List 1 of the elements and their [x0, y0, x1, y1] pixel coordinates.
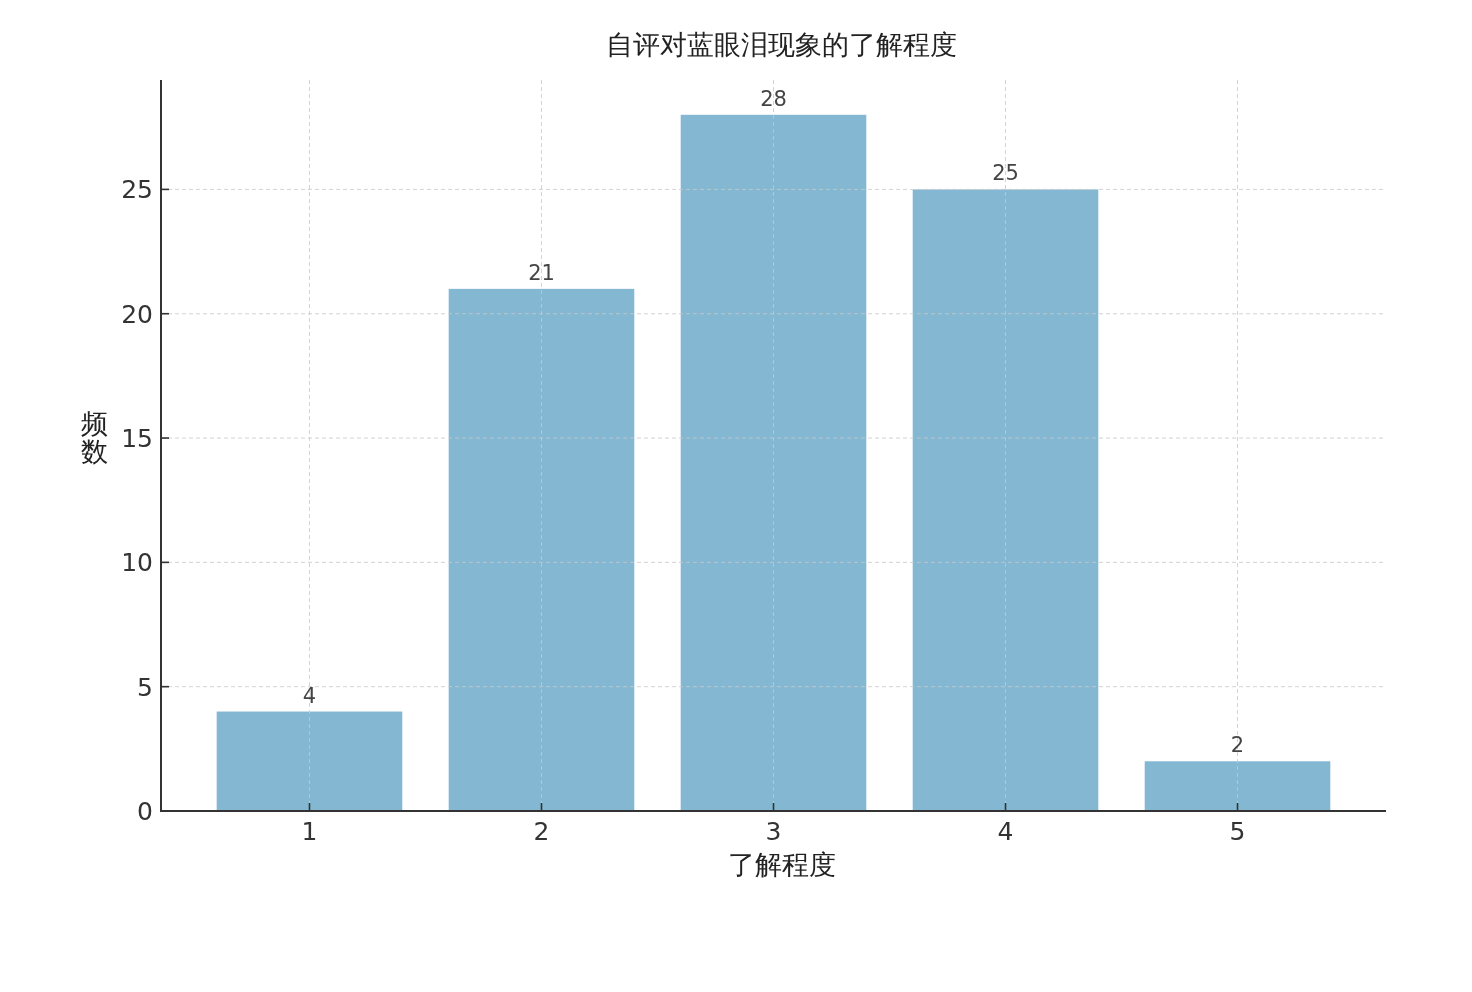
title: 自评对蓝眼泪现象的了解程度: [606, 29, 957, 60]
